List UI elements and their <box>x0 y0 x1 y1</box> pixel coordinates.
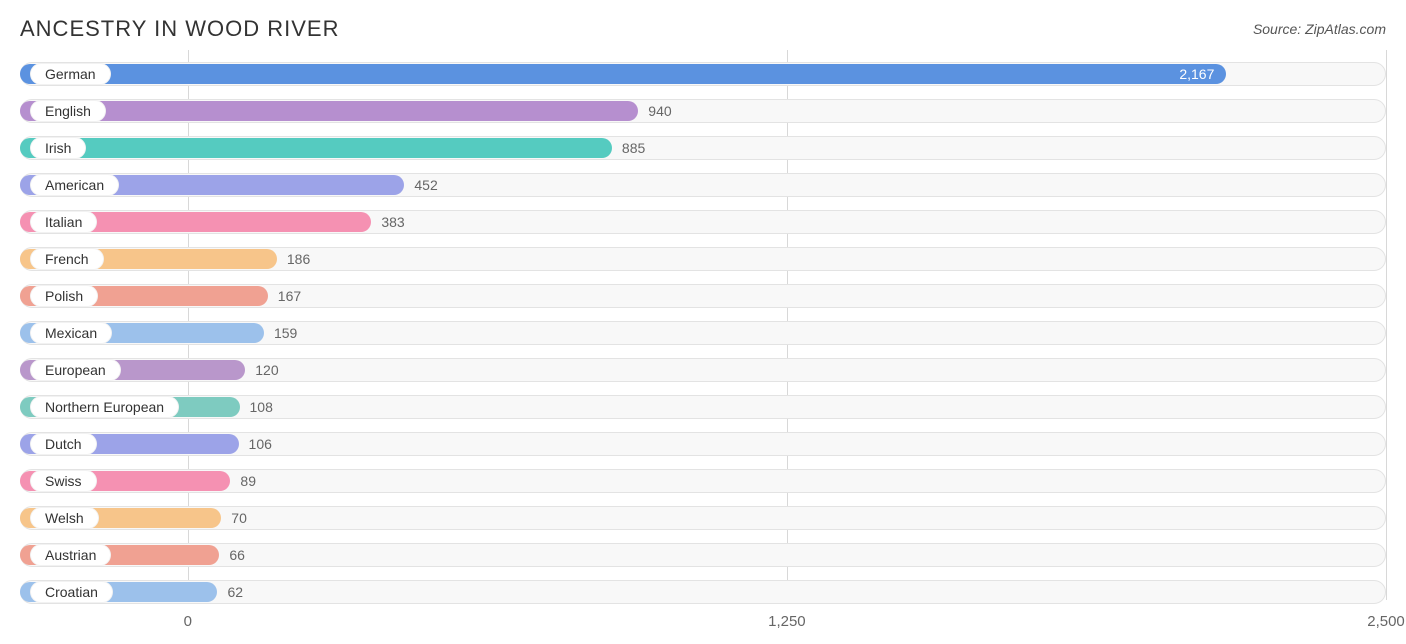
chart-row: Irish 885 <box>20 132 1386 164</box>
category-pill: Northern European <box>30 396 179 418</box>
bar-track <box>20 506 1386 530</box>
category-pill: English <box>30 100 106 122</box>
axis-tick: 1,250 <box>768 613 806 630</box>
category-pill: Dutch <box>30 433 97 455</box>
chart-rows: German 2,167 English 940 Irish 885 American 452… <box>20 58 1386 608</box>
axis-tick: 0 <box>184 613 192 630</box>
chart-row: Welsh 70 <box>20 502 1386 534</box>
x-axis: 01,2502,500 <box>20 613 1386 643</box>
chart-row: Mexican 159 <box>20 317 1386 349</box>
value-label: 89 <box>240 473 256 489</box>
category-pill: Mexican <box>30 322 112 344</box>
value-label: 70 <box>231 510 247 526</box>
chart-row: Northern European 108 <box>20 391 1386 423</box>
value-label: 2,167 <box>1179 66 1214 82</box>
category-pill: German <box>30 63 111 85</box>
chart-row: French 186 <box>20 243 1386 275</box>
bar <box>20 64 1226 84</box>
category-pill: Croatian <box>30 581 113 603</box>
chart-row: Italian 383 <box>20 206 1386 238</box>
value-label: 62 <box>227 584 243 600</box>
value-label: 108 <box>250 399 273 415</box>
chart-row: German 2,167 <box>20 58 1386 90</box>
chart-row: Polish 167 <box>20 280 1386 312</box>
chart-row: English 940 <box>20 95 1386 127</box>
value-label: 885 <box>622 140 645 156</box>
gridline <box>1386 50 1387 600</box>
chart-header: ANCESTRY IN WOOD RIVER Source: ZipAtlas.… <box>0 0 1406 50</box>
chart-row: Austrian 66 <box>20 539 1386 571</box>
value-label: 940 <box>648 103 671 119</box>
category-pill: American <box>30 174 119 196</box>
chart-row: Croatian 62 <box>20 576 1386 608</box>
chart-source: Source: ZipAtlas.com <box>1253 21 1386 37</box>
chart-row: Swiss 89 <box>20 465 1386 497</box>
bar-track <box>20 580 1386 604</box>
category-pill: European <box>30 359 121 381</box>
category-pill: Polish <box>30 285 98 307</box>
category-pill: Welsh <box>30 507 99 529</box>
value-label: 66 <box>229 547 245 563</box>
axis-tick: 2,500 <box>1367 613 1405 630</box>
value-label: 167 <box>278 288 301 304</box>
category-pill: Italian <box>30 211 97 233</box>
bar <box>20 101 638 121</box>
bar-track <box>20 543 1386 567</box>
value-label: 120 <box>255 362 278 378</box>
category-pill: Austrian <box>30 544 111 566</box>
value-label: 186 <box>287 251 310 267</box>
value-label: 159 <box>274 325 297 341</box>
value-label: 383 <box>381 214 404 230</box>
chart-row: American 452 <box>20 169 1386 201</box>
chart-title: ANCESTRY IN WOOD RIVER <box>20 16 339 42</box>
category-pill: Irish <box>30 137 86 159</box>
category-pill: Swiss <box>30 470 97 492</box>
value-label: 452 <box>414 177 437 193</box>
category-pill: French <box>30 248 104 270</box>
chart-row: European 120 <box>20 354 1386 386</box>
chart-area: German 2,167 English 940 Irish 885 American 452… <box>0 50 1406 608</box>
chart-row: Dutch 106 <box>20 428 1386 460</box>
value-label: 106 <box>249 436 272 452</box>
bar <box>20 138 612 158</box>
